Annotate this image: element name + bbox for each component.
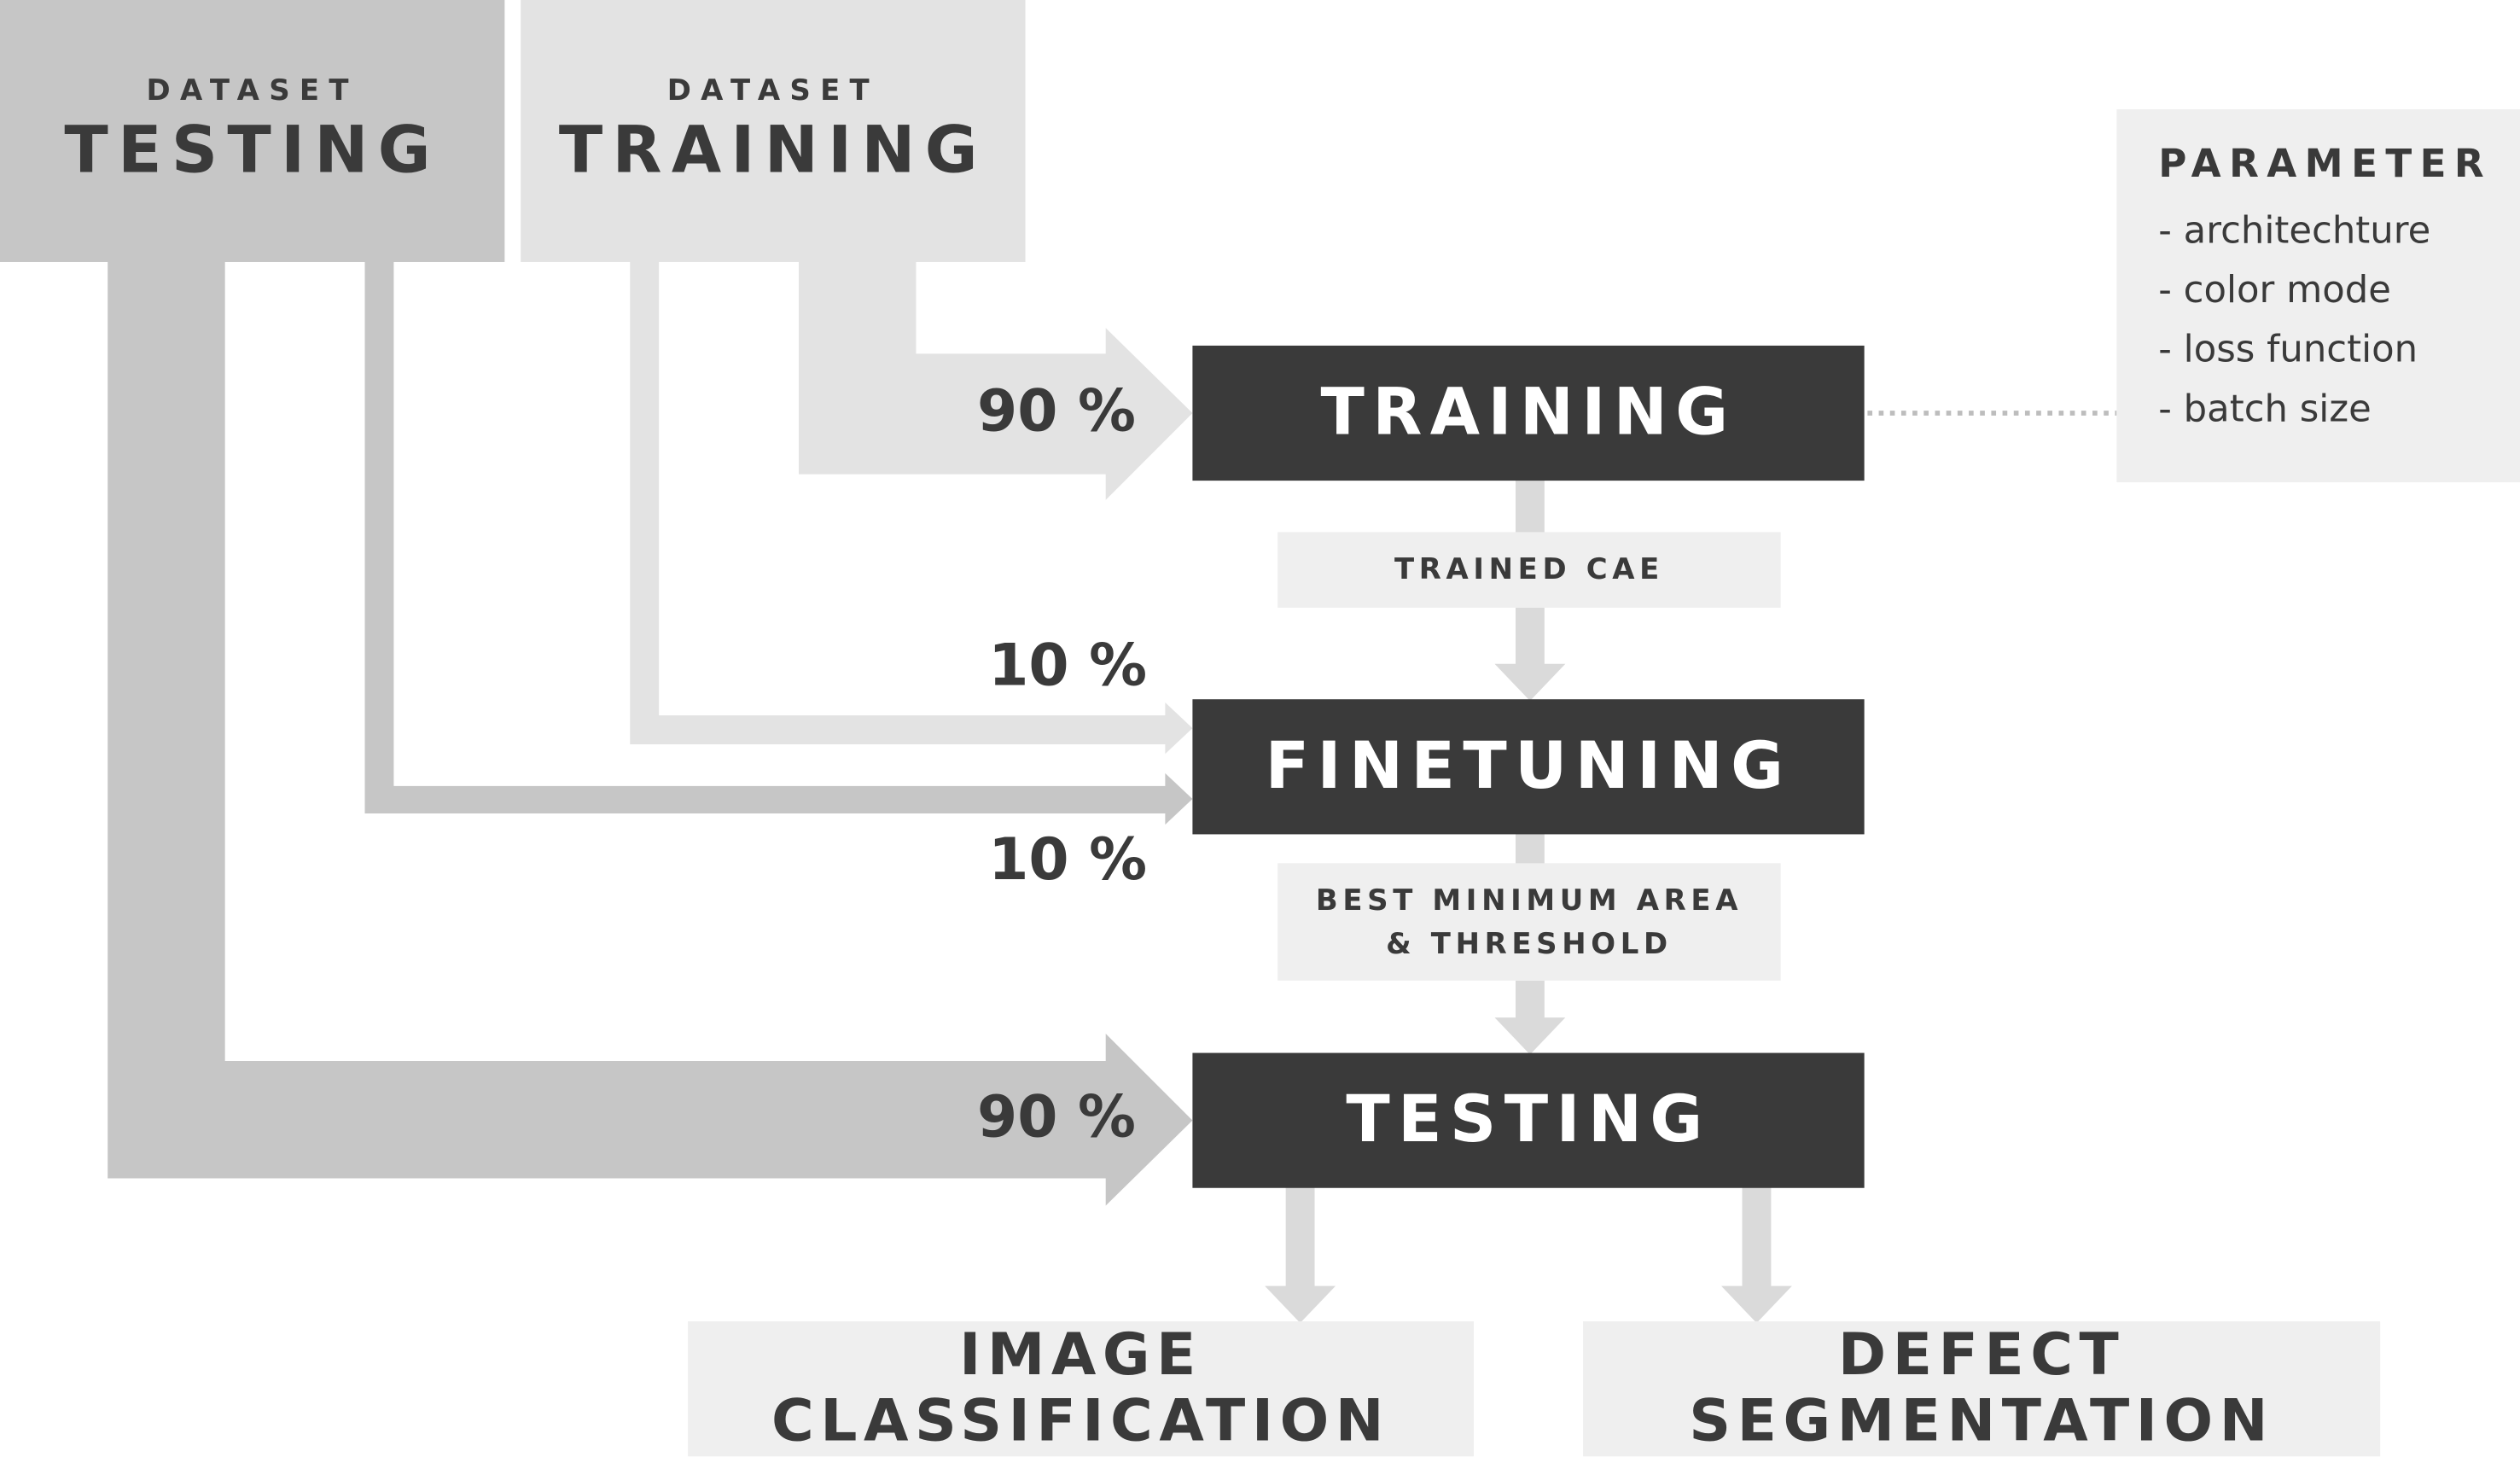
parameter-title: PARAMETER bbox=[2158, 141, 2493, 187]
best-min-area-line1: BEST MINIMUM AREA bbox=[1315, 883, 1743, 918]
parameter-box: PARAMETER - architechture - color mode -… bbox=[2116, 109, 2520, 482]
to-segmentation-arrow bbox=[1721, 1186, 1792, 1323]
dataset-testing-title: TESTING bbox=[64, 114, 440, 189]
best-min-area-line2: & THRESHOLD bbox=[1386, 926, 1673, 961]
percent-testing-10: 10 % bbox=[988, 827, 1148, 895]
training-to-cae-connector bbox=[1515, 479, 1545, 534]
training-90-flow bbox=[799, 257, 1193, 500]
area-to-testing-arrow bbox=[1494, 980, 1566, 1055]
testing-stage: TESTING bbox=[1192, 1052, 1865, 1188]
percent-training-10: 10 % bbox=[988, 633, 1148, 700]
dataset-testing-label: DATASET bbox=[146, 73, 358, 108]
parameter-item-color-mode: - color mode bbox=[2158, 270, 2391, 312]
training-stage: TRAINING bbox=[1192, 345, 1865, 481]
dataset-training-label: DATASET bbox=[666, 73, 879, 108]
finetuning-to-area-connector bbox=[1515, 832, 1545, 866]
parameter-item-architecture: - architechture bbox=[2158, 210, 2431, 253]
finetuning-stage: FINETUNING bbox=[1192, 699, 1865, 835]
cae-to-finetuning-arrow bbox=[1494, 607, 1566, 702]
parameter-item-loss-function: - loss function bbox=[2158, 329, 2418, 372]
image-classification-box: IMAGE CLASSIFICATION bbox=[688, 1321, 1474, 1457]
parameter-item-batch-size: - batch size bbox=[2158, 388, 2372, 431]
percent-testing-90: 90 % bbox=[977, 1085, 1136, 1151]
testing-90-flow bbox=[108, 257, 1193, 1206]
dataset-testing-box: DATASET TESTING bbox=[0, 0, 505, 262]
dataset-training-title: TRAINING bbox=[558, 114, 987, 189]
percent-training-90: 90 % bbox=[977, 379, 1136, 446]
to-classification-arrow bbox=[1265, 1186, 1336, 1323]
best-min-area-box: BEST MINIMUM AREA & THRESHOLD bbox=[1277, 863, 1781, 981]
dataset-training-box: DATASET TRAINING bbox=[521, 0, 1026, 262]
defect-segmentation-box: DEFECT SEGMENTATION bbox=[1583, 1321, 2381, 1457]
trained-cae-box: TRAINED CAE bbox=[1277, 532, 1781, 608]
